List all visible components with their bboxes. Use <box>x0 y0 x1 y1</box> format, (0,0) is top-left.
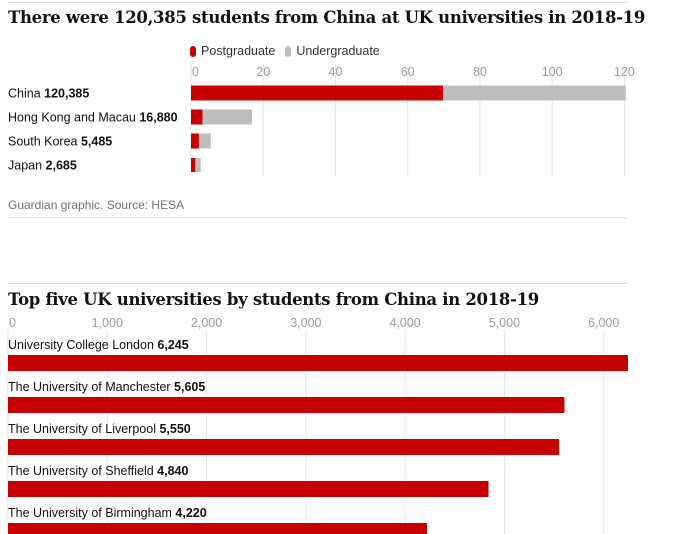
chart2-category-label: The University of Manchester 5,605 <box>8 380 205 394</box>
chart1-total-label: 2,685 <box>46 159 77 173</box>
chart1-bar-undergraduate-japan <box>195 158 201 172</box>
chart2-x-tick-label: 4,000 <box>389 316 420 330</box>
chart2-bar-the-university-of-manchester <box>8 397 565 413</box>
chart2-value-label: 4,220 <box>175 506 206 520</box>
chart1-x-tick-label: 120 <box>614 65 635 79</box>
chart1-legend: Postgraduate Undergraduate <box>190 44 390 58</box>
chart1-category-name: Hong Kong and Macau <box>8 111 139 125</box>
source-note: Guardian graphic. Source: HESA <box>8 198 185 212</box>
chart1-x-tick-label: 40 <box>329 65 343 79</box>
chart1-category-name: Japan <box>8 159 46 173</box>
chart1-x-tick-label: 60 <box>401 65 415 79</box>
chart1-bar-postgraduate-china <box>191 85 444 101</box>
chart2-x-tick-label: 3,000 <box>290 316 321 330</box>
chart2-x-tick-label: 2,000 <box>191 316 222 330</box>
chart2-x-tick-label: 5,000 <box>489 316 520 330</box>
chart1-x-tick-label: 0 <box>192 65 199 79</box>
legend-swatch-undergraduate <box>285 45 292 57</box>
chart2-x-tick-label: 6,000 <box>588 316 619 330</box>
chart1-category-label: South Korea 5,485 <box>8 135 112 149</box>
chart2-category-name: The University of Birmingham <box>8 506 175 520</box>
chart2-category-name: The University of Sheffield <box>8 464 157 478</box>
chart1-bar-postgraduate-japan <box>191 158 196 172</box>
legend-label-postgraduate: Postgraduate <box>201 44 276 58</box>
chart1-total-label: 5,485 <box>81 135 112 149</box>
chart1-bar-postgraduate-hong-kong-and-macau <box>191 109 203 125</box>
chart1-bar-undergraduate-south-korea <box>198 133 211 149</box>
legend-item-postgraduate: Postgraduate <box>190 44 275 58</box>
chart1-title: There were 120,385 students from China a… <box>8 8 646 27</box>
top-rule <box>8 2 628 3</box>
chart2-value-label: 4,840 <box>157 464 188 478</box>
chart1-bar-undergraduate-hong-kong-and-macau <box>202 109 253 125</box>
chart2-bar-university-college-london <box>8 355 628 371</box>
chart1-x-tick-label: 20 <box>256 65 270 79</box>
chart2-bar-the-university-of-sheffield <box>8 481 489 497</box>
chart1-category-label: Hong Kong and Macau 16,880 <box>8 111 178 125</box>
chart2-category-label: The University of Liverpool 5,550 <box>8 422 191 436</box>
legend-label-undergraduate: Undergraduate <box>296 44 380 58</box>
chart1-category-label: Japan 2,685 <box>8 159 77 173</box>
chart2-bar-the-university-of-liverpool <box>8 439 560 455</box>
legend-item-undergraduate: Undergraduate <box>285 44 380 58</box>
chart2-x-tick-label: 0 <box>9 316 16 330</box>
chart1-bar-undergraduate-china <box>443 85 626 101</box>
chart1-category-name: South Korea <box>8 135 81 149</box>
chart1-category-label: China 120,385 <box>8 87 89 101</box>
chart2-value-label: 5,605 <box>174 380 205 394</box>
chart1-bar-postgraduate-south-korea <box>191 133 199 149</box>
chart2-category-label: University College London 6,245 <box>8 338 189 352</box>
chart2-category-name: The University of Manchester <box>8 380 174 394</box>
chart1-plot: 0 20 40 60 80 100 120 China 120,385 Hong Kong an… <box>8 64 635 176</box>
chart2-x-tick-label: 1,000 <box>92 316 123 330</box>
chart2-value-label: 5,550 <box>159 422 190 436</box>
chart2-category-name: The University of Liverpool <box>8 422 159 436</box>
chart2-title: Top five UK universities by students fro… <box>8 290 539 309</box>
chart2-category-label: The University of Sheffield 4,840 <box>8 464 188 478</box>
chart1-category-name: China <box>8 87 44 101</box>
legend-swatch-postgraduate <box>190 45 196 57</box>
mid-rule-2 <box>8 283 628 284</box>
chart1-x-tick-label: 80 <box>473 65 487 79</box>
mid-rule-1 <box>8 217 628 218</box>
chart1-x-tick-label: 100 <box>542 65 563 79</box>
chart2-bar-the-university-of-birmingham <box>8 523 427 534</box>
chart1-total-label: 120,385 <box>44 87 89 101</box>
chart1-total-label: 16,880 <box>139 111 177 125</box>
chart2-category-label: The University of Birmingham 4,220 <box>8 506 207 520</box>
chart2-category-name: University College London <box>8 338 157 352</box>
chart2-value-label: 6,245 <box>157 338 188 352</box>
